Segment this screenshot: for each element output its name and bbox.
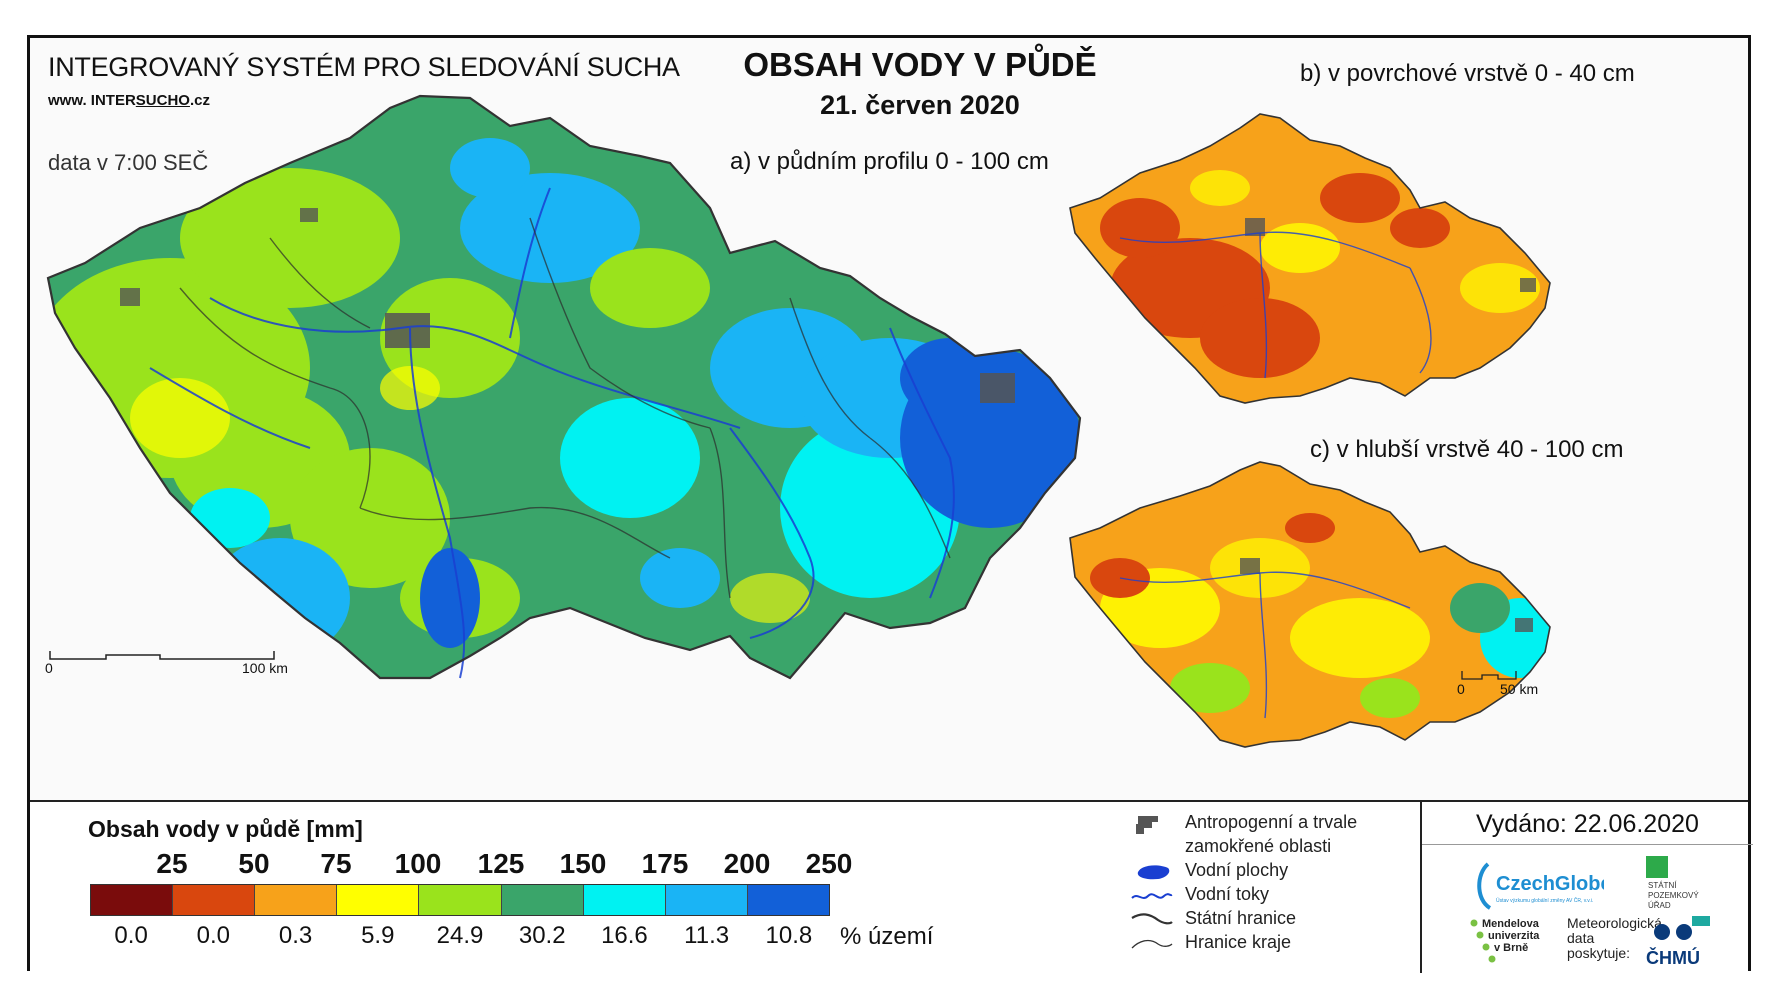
threshold-label: 175 (641, 848, 689, 879)
mu-line2: univerzita (1488, 930, 1540, 942)
spu-line2: POZEMKOVÝ (1648, 891, 1699, 900)
anthropogenic-area-icon (1136, 816, 1158, 834)
chmu-logo: ČHMÚ (1644, 914, 1714, 970)
org-title: INTEGROVANÝ SYSTÉM PRO SLEDOVÁNÍ SUCHA (48, 52, 680, 82)
czechglobe-logo: CzechGlobe Ústav výzkumu globální změny … (1474, 856, 1612, 916)
legend-swatch (255, 885, 338, 915)
symbol-row: zamokřené oblasti (1130, 836, 1430, 860)
symbol-label: Antropogenní a trvale (1185, 812, 1358, 832)
percentage-value: 11.3 (684, 922, 730, 949)
url-suffix: .cz (189, 92, 210, 109)
met-data-provider: Meteorologická data poskytuje: (1567, 916, 1662, 961)
legend-percentages: 0.0 0.0 0.3 5.9 24.9 30.2 16.6 11.3 10.8 (90, 922, 830, 952)
met-line2: data (1567, 930, 1595, 946)
threshold-label: 50 (238, 848, 270, 879)
threshold-label: 125 (477, 848, 525, 879)
scale-small-end: 50 km (1500, 681, 1539, 697)
website-url[interactable]: www. INTERSUCHO.cz (48, 92, 210, 109)
symbol-row: Státní hranice (1130, 908, 1430, 932)
czechglobe-subtext: Ústav výzkumu globální změny AV ČR, v.v.… (1496, 897, 1593, 904)
threshold-label: 100 (394, 848, 442, 879)
threshold-label: 250 (805, 848, 853, 879)
legend-swatch (583, 885, 666, 915)
legend-thresholds: 25 50 75 100 125 150 175 200 250 (90, 848, 870, 882)
czechglobe-text: CzechGlobe (1496, 873, 1604, 895)
spu-line3: ÚŘAD (1648, 901, 1671, 910)
river-icon (1131, 893, 1173, 899)
scale-main-end: 100 km (242, 660, 288, 676)
scale-main-start: 0 (45, 660, 53, 676)
symbol-row: Vodní toky (1130, 884, 1430, 908)
symbol-label: Vodní plochy (1185, 860, 1289, 880)
map-a (46, 94, 1082, 680)
main-title: OBSAH VODY V PŮDĚ (743, 46, 1097, 83)
map-c (1069, 461, 1551, 748)
issued-date: Vydáno: 22.06.2020 (1476, 810, 1699, 838)
symbol-row: Hranice kraje (1130, 932, 1430, 956)
percentage-value: 10.8 (765, 922, 813, 949)
legend-swatch (665, 885, 748, 915)
water-body-icon (1137, 865, 1170, 880)
chmu-text: ČHMÚ (1646, 947, 1700, 968)
symbol-label: zamokřené oblasti (1185, 836, 1332, 856)
map-area: INTEGROVANÝ SYSTÉM PRO SLEDOVÁNÍ SUCHA w… (30, 38, 1748, 800)
legend-swatch (747, 885, 829, 915)
scale-bar-small (1460, 668, 1520, 680)
region-border-icon (1131, 939, 1173, 949)
met-line1: Meteorologická (1567, 915, 1662, 931)
spu-line1: STÁTNÍ (1648, 881, 1677, 890)
legend-swatch (173, 885, 256, 915)
legend-area: Obsah vody v půdě [mm] 25 50 75 100 125 … (30, 800, 1753, 973)
scale-bar-main (48, 648, 278, 660)
scale-small-start: 0 (1457, 681, 1465, 697)
legend-color-bar (90, 884, 830, 916)
map-b-label: b) v povrchové vrstvě 0 - 40 cm (1300, 60, 1635, 87)
data-time: data v 7:00 SEČ (48, 150, 209, 175)
percentage-value: 0.3 (278, 922, 313, 949)
threshold-label: 75 (320, 848, 352, 879)
map-frame: INTEGROVANÝ SYSTÉM PRO SLEDOVÁNÍ SUCHA w… (27, 35, 1753, 973)
url-highlight: SUCHO (135, 92, 190, 109)
symbol-label: Hranice kraje (1185, 932, 1292, 952)
url-prefix: www. INTER (48, 92, 136, 109)
legend-swatch (501, 885, 584, 915)
issuer-panel: Vydáno: 22.06.2020 CzechGlobe Ústav výzk… (1420, 802, 1753, 973)
map-a-label: a) v půdním profilu 0 - 100 cm (730, 148, 1049, 175)
symbol-row: Antropogenní a trvale (1130, 812, 1430, 836)
symbol-legend: Antropogenní a trvale zamokřené oblasti … (1130, 812, 1430, 956)
legend-swatch (337, 885, 420, 915)
threshold-label: 150 (559, 848, 607, 879)
mu-line1: Mendelova (1482, 918, 1540, 930)
map-c-label: c) v hlubší vrstvě 40 - 100 cm (1310, 436, 1624, 463)
mendel-university-logo: Mendelova univerzita v Brně (1468, 917, 1558, 973)
main-date: 21. červen 2020 (820, 90, 1020, 120)
legend-swatch (419, 885, 502, 915)
percentage-value: 0.0 (196, 922, 231, 949)
spu-logo: STÁTNÍ POZEMKOVÝ ÚŘAD (1642, 854, 1714, 932)
met-line3: poskytuje: (1567, 945, 1631, 961)
map-b (1069, 113, 1551, 404)
threshold-label: 200 (723, 848, 771, 879)
legend-title: Obsah vody v půdě [mm] (88, 816, 363, 842)
divider (1422, 844, 1753, 845)
state-border-icon (1131, 913, 1173, 925)
threshold-label: 25 (156, 848, 188, 879)
symbol-label: Vodní toky (1185, 884, 1270, 904)
percentage-value: 0.0 (114, 922, 148, 949)
mu-line3: v Brně (1494, 942, 1528, 954)
symbol-row: Vodní plochy (1130, 860, 1430, 884)
percentage-value: 24.9 (436, 922, 484, 949)
legend-swatch (91, 885, 174, 915)
percentage-value: 30.2 (518, 922, 566, 949)
symbol-label: Státní hranice (1185, 908, 1297, 928)
percent-unit: % území (840, 923, 934, 950)
percentage-value: 5.9 (361, 922, 395, 949)
percentage-value: 16.6 (601, 922, 648, 949)
